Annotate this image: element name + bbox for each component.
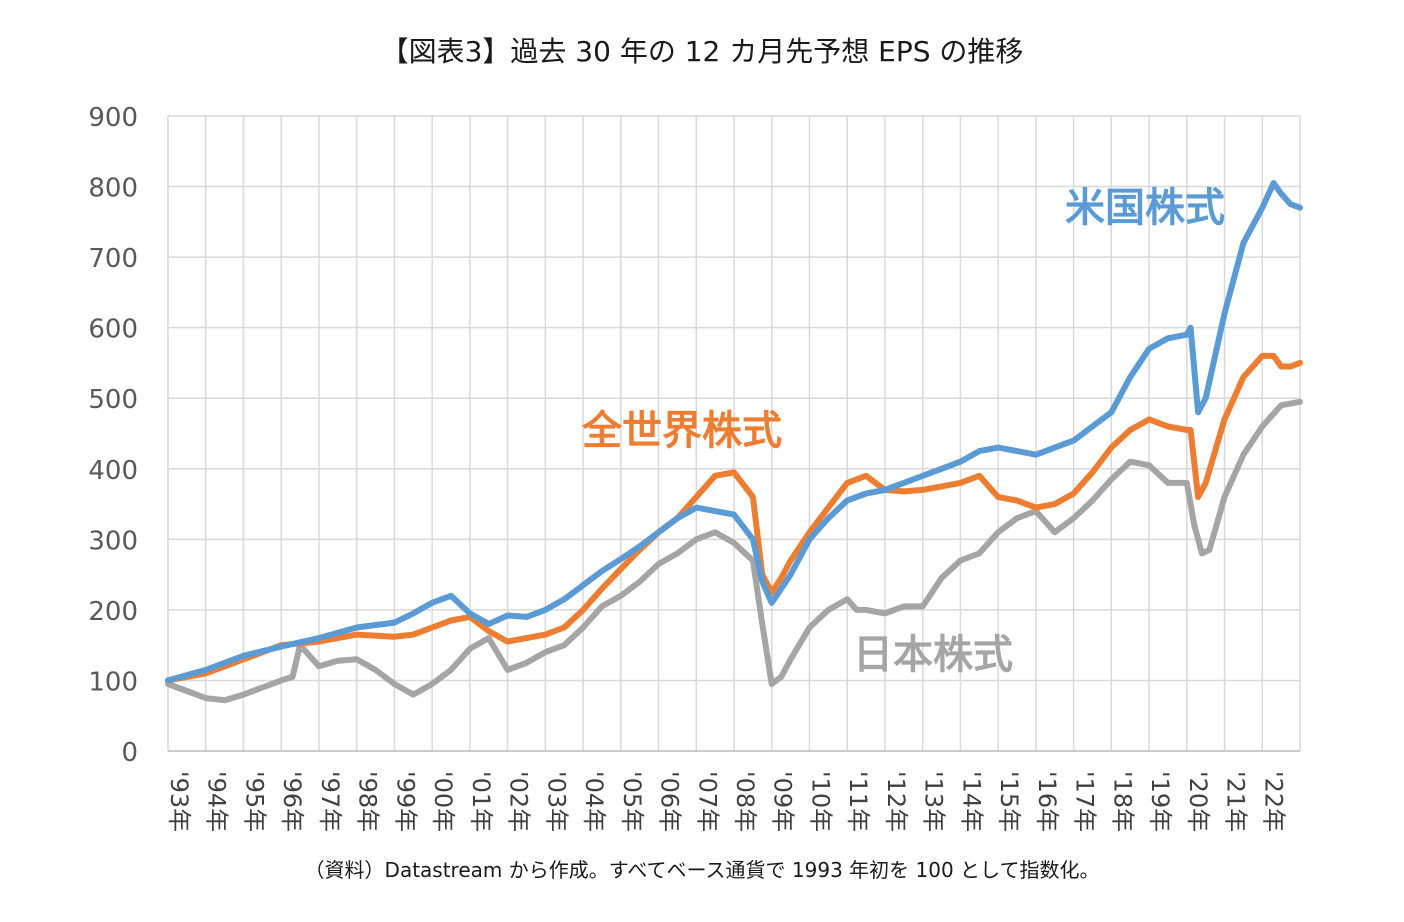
series-line-1: [165, 352, 1303, 684]
y-tick-label: 900: [88, 103, 138, 133]
x-tick-label: '20年: [1184, 771, 1212, 832]
x-tick-label: '03年: [542, 771, 570, 832]
y-axis: 0 100 200 300 400 500 600 700 800 900: [88, 103, 138, 768]
y-tick-label: 200: [88, 597, 138, 627]
x-tick-label: '12年: [882, 771, 910, 832]
y-tick-label: 800: [88, 174, 138, 204]
x-tick-label: '07年: [693, 771, 721, 832]
y-tick-label: 500: [88, 385, 138, 415]
series-label-1: 全世界株式: [581, 408, 782, 454]
chart-title: 【図表3】過去 30 年の 12 カ月先予想 EPS の推移: [380, 35, 1024, 68]
series-label-0: 米国株式: [1065, 185, 1225, 231]
chart-footnote: （資料）Datastream から作成。すべてベース通貨で 1993 年初を 1…: [304, 858, 1100, 882]
x-tick-label: '13年: [920, 771, 948, 832]
series-line-2: [165, 398, 1303, 704]
series-lines: [165, 180, 1303, 704]
x-tick-label: '18年: [1108, 771, 1136, 832]
x-tick-label: '14年: [957, 771, 985, 832]
x-tick-label: '95年: [240, 771, 268, 832]
x-tick-label: '04年: [580, 771, 608, 832]
y-tick-label: 0: [121, 738, 138, 768]
x-tick-label: '16年: [1033, 771, 1061, 832]
series-line-0: [165, 180, 1303, 684]
x-tick-label: '11年: [844, 771, 872, 832]
y-tick-label: 300: [88, 526, 138, 556]
x-tick-label: '99年: [391, 771, 419, 832]
series-label-2: 日本株式: [853, 632, 1013, 678]
x-tick-label: '02年: [505, 771, 533, 832]
y-tick-label: 600: [88, 315, 138, 345]
x-tick-label: '15年: [995, 771, 1023, 832]
x-tick-label: '05年: [618, 771, 646, 832]
x-tick-label: '98年: [354, 771, 382, 832]
y-tick-label: 700: [88, 244, 138, 274]
x-tick-label: '94年: [203, 771, 231, 832]
grid: [167, 115, 1301, 752]
x-tick-label: '09年: [769, 771, 797, 832]
x-tick-label: '10年: [806, 771, 834, 832]
x-tick-label: '93年: [165, 771, 193, 832]
x-tick-label: '17年: [1071, 771, 1099, 832]
x-axis: '93年 '94年 '95年 '96年 '97年 '98年 '99年 '00年 '01年 '02年…: [165, 750, 1300, 832]
x-tick-label: '97年: [316, 771, 344, 832]
y-tick-label: 400: [88, 456, 138, 486]
y-tick-label: 100: [88, 667, 138, 697]
x-tick-label: '08年: [731, 771, 759, 832]
x-tick-label: '96年: [278, 771, 306, 832]
x-tick-label: '22年: [1259, 771, 1287, 832]
x-tick-label: '00年: [429, 771, 457, 832]
x-tick-label: '06年: [656, 771, 684, 832]
x-tick-label: '19年: [1146, 771, 1174, 832]
x-tick-label: '01年: [467, 771, 495, 832]
x-tick-label: '21年: [1222, 771, 1250, 832]
